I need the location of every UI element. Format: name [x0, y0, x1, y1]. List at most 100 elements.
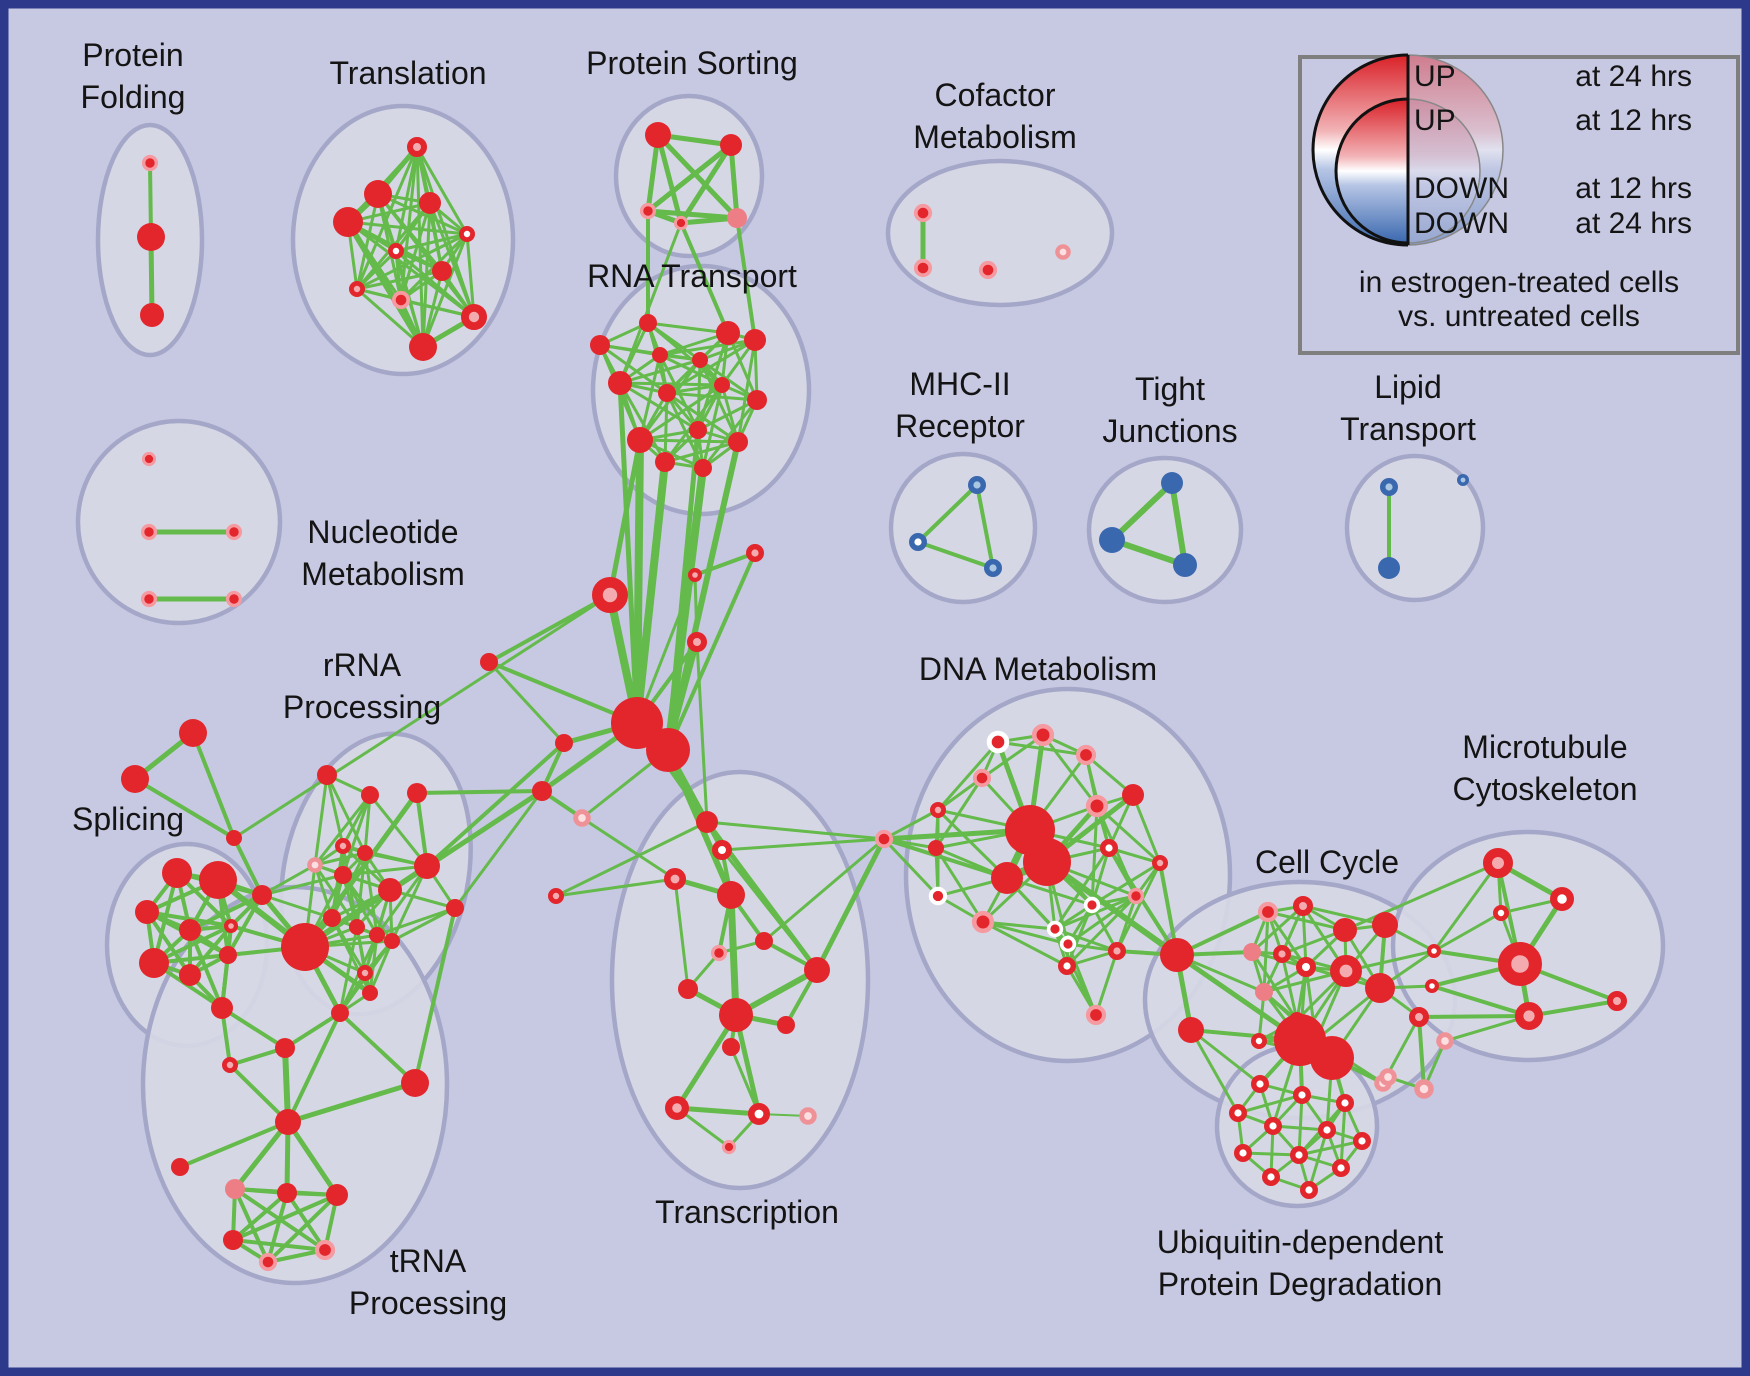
network-edge	[633, 458, 669, 727]
network-edge-ubiquitin-mesh	[1241, 1151, 1301, 1157]
gene-node-r12	[689, 421, 707, 439]
gene-node-d20	[1057, 957, 1076, 976]
gene-node-r13	[728, 432, 748, 452]
network-edge	[286, 1011, 342, 1124]
network-edge	[220, 1006, 287, 1050]
network-edge	[674, 1105, 762, 1117]
gene-node-y8	[223, 1230, 243, 1250]
network-edge-rrna-mesh	[325, 773, 367, 855]
network-edge-ubiquitin-mesh	[1297, 1139, 1364, 1157]
network-edge-translation-mesh	[415, 145, 469, 236]
network-edge	[882, 837, 1009, 880]
legend: UP at 24 hrs UP at 12 hrs DOWN at 12 hrs DOWN a…	[1298, 53, 1740, 355]
gene-node-d24	[1178, 1017, 1204, 1043]
gene-node-r3	[590, 335, 610, 355]
network-edge	[487, 660, 566, 745]
cluster-label-rrna-processing: rRNA	[323, 647, 402, 683]
legend-outer-arc-left	[1311, 53, 1409, 247]
network-edge-trna-hex-mesh	[231, 1238, 327, 1252]
gene-node-d23	[1160, 938, 1194, 972]
legend-caption: vs. untreated cells	[1398, 300, 1640, 333]
network-edge-splicing-mesh	[226, 893, 264, 957]
gene-node-f3	[140, 303, 164, 327]
network-edge	[727, 891, 740, 1019]
gene-node-v3	[663, 867, 686, 890]
gene-node-u1	[1250, 1074, 1269, 1093]
network-edge-rna-transport-mesh	[665, 391, 740, 444]
gene-node-c1	[913, 203, 933, 223]
network-edge-splicing-mesh	[145, 910, 192, 977]
gene-node-q13	[356, 965, 373, 982]
network-edge-rrna-mesh	[313, 793, 372, 867]
gene-node-s6	[139, 948, 169, 978]
cluster-label-lipid-transport: Lipid	[1374, 369, 1442, 405]
gene-node-d4	[972, 768, 992, 788]
network-edge-translation-mesh	[465, 232, 476, 319]
gene-node-w8	[1607, 991, 1627, 1011]
gene-node-q6	[357, 845, 373, 861]
cluster-label-microtubule-cytoskeleton: Cytoskeleton	[1453, 771, 1638, 807]
gene-node-y4	[171, 1158, 189, 1176]
gene-node-v11	[722, 1038, 740, 1056]
network-edge	[1169, 480, 1188, 568]
gene-node-p1	[645, 122, 671, 148]
gene-node-r6	[744, 329, 766, 351]
cluster-label-translation: Translation	[329, 55, 486, 91]
network-edge	[665, 427, 701, 753]
cluster-label-protein-folding: Protein	[82, 37, 183, 73]
gene-node-n3	[225, 523, 243, 541]
network-edge	[695, 640, 709, 824]
gene-node-f1	[141, 154, 159, 172]
gene-node-v8	[719, 998, 753, 1032]
network-edge-dna-mesh	[934, 846, 985, 924]
network-edge	[232, 593, 612, 840]
network-edge	[635, 573, 697, 725]
network-edge	[617, 380, 640, 726]
gene-node-q2	[361, 786, 379, 804]
gene-node-s3	[135, 900, 159, 924]
gene-node-h9	[573, 809, 591, 827]
gene-node-k4	[1372, 912, 1398, 938]
gene-node-h2	[646, 728, 690, 772]
gene-node-t11	[409, 333, 437, 361]
gene-node-h8	[532, 781, 552, 801]
network-edge-rrna-mesh	[390, 864, 429, 943]
gene-node-h12	[548, 888, 565, 905]
network-edge	[228, 1063, 290, 1124]
gene-node-u2	[1292, 1085, 1311, 1104]
gene-node-t2	[364, 180, 392, 208]
gene-node-s8	[219, 946, 237, 964]
gene-node-y2	[275, 1038, 295, 1058]
gene-node-h10	[480, 653, 498, 671]
gene-node-q17	[446, 899, 464, 917]
gene-node-l1	[1379, 478, 1398, 497]
network-edge	[693, 551, 757, 577]
network-edge-dna-mesh	[981, 920, 1057, 931]
gene-node-t3	[419, 192, 441, 214]
network-edge	[1189, 1028, 1240, 1115]
network-edge	[1527, 999, 1619, 1018]
gene-node-h6	[687, 632, 707, 652]
network-edge	[729, 1045, 761, 1116]
network-edge-trna-hex-mesh	[231, 1191, 289, 1242]
gene-node-y3	[275, 1109, 301, 1135]
gene-node-v13	[747, 1103, 770, 1126]
network-edge-dna-mesh	[882, 837, 940, 898]
gene-node-s4	[179, 919, 201, 941]
network-edge-rrna-mesh	[313, 773, 329, 867]
network-edge-splicing-mesh	[188, 893, 264, 932]
gene-node-t1	[407, 137, 427, 157]
gene-node-r8	[658, 384, 676, 402]
network-edge-ubiquitin-mesh	[1297, 1093, 1304, 1157]
gene-node-g1	[179, 719, 207, 747]
gene-node-w2	[1549, 886, 1574, 911]
network-edge-cellcycle-mesh	[1301, 904, 1308, 969]
gene-node-h1	[611, 697, 663, 749]
network-edge-rna-transport-mesh	[736, 338, 757, 444]
gene-node-q9	[349, 919, 365, 935]
network-edge-translation-mesh	[394, 232, 469, 253]
gene-node-r1	[639, 314, 657, 332]
network-edge-rrna-mesh	[341, 793, 372, 848]
gene-node-y1	[221, 1057, 238, 1074]
network-edge-dna-mesh	[980, 733, 1045, 780]
